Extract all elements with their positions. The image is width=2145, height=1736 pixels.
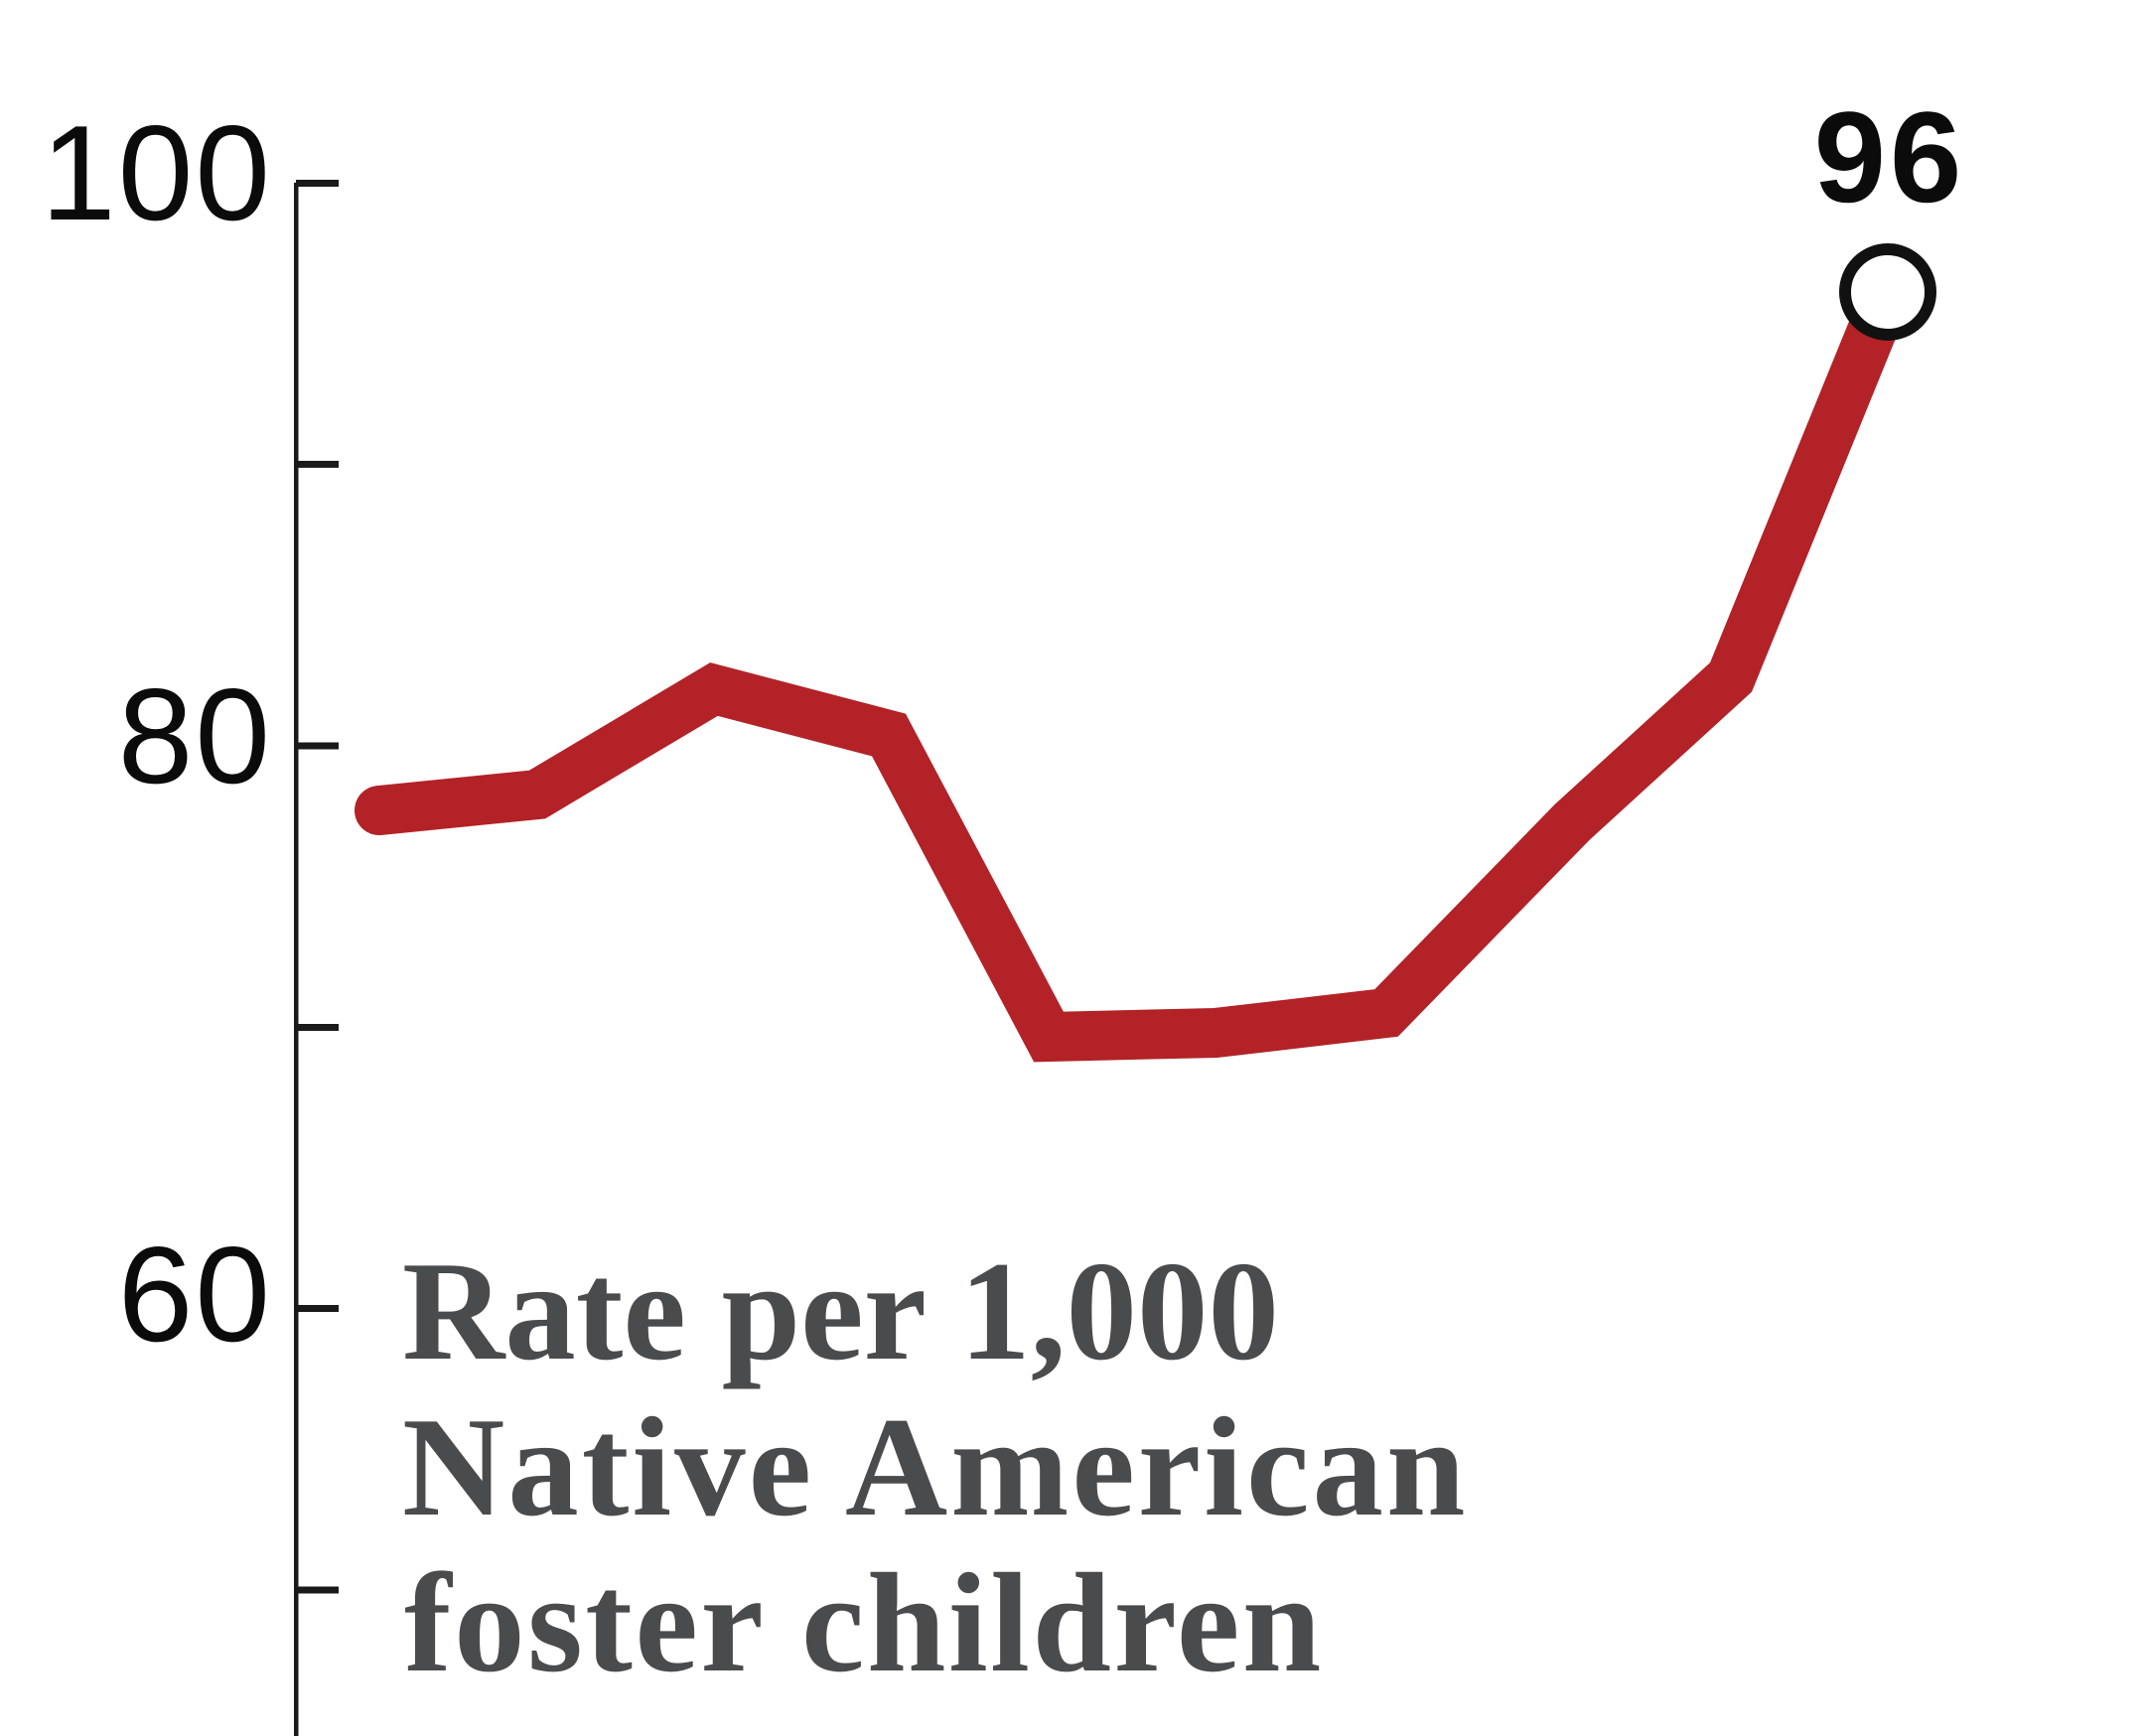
svg-text:foster children: foster children: [404, 1544, 1324, 1701]
svg-text:80: 80: [118, 660, 272, 811]
svg-text:Rate per 1,000: Rate per 1,000: [402, 1232, 1279, 1389]
svg-text:96: 96: [1814, 84, 1966, 229]
svg-text:100: 100: [41, 97, 272, 248]
svg-text:60: 60: [118, 1219, 272, 1370]
svg-text:Native American: Native American: [402, 1388, 1469, 1545]
